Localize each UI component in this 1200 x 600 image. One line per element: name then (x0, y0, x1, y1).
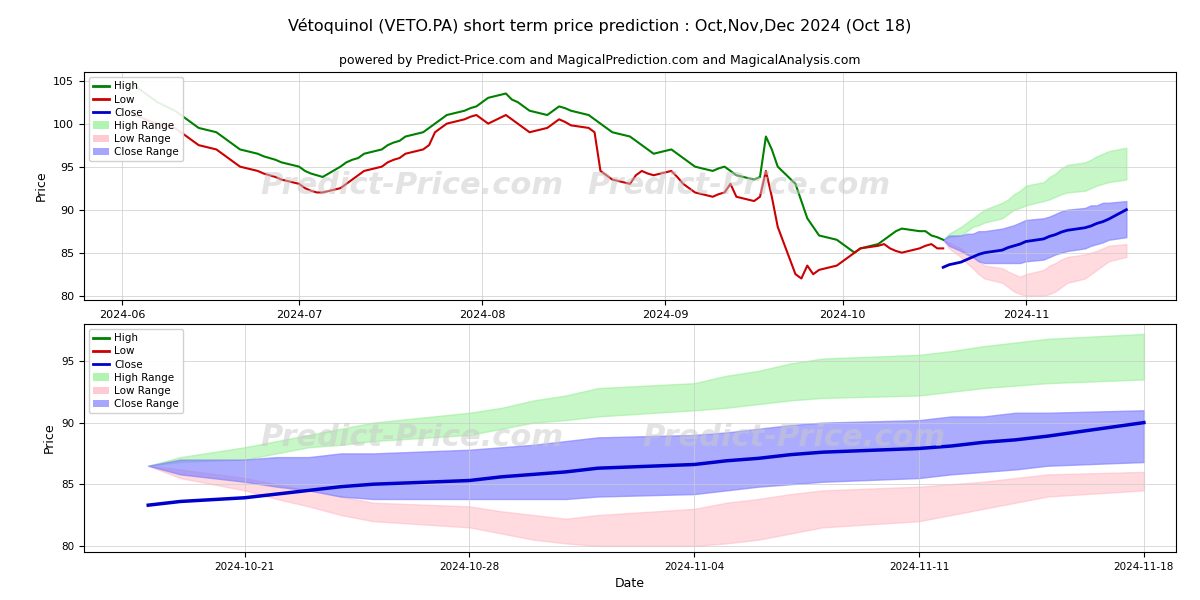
Text: Vétoquinol (VETO.PA) short term price prediction : Oct,Nov,Dec 2024 (Oct 18): Vétoquinol (VETO.PA) short term price pr… (288, 18, 912, 34)
Text: powered by Predict-Price.com and MagicalPrediction.com and MagicalAnalysis.com: powered by Predict-Price.com and Magical… (340, 54, 860, 67)
Text: Predict-Price.com: Predict-Price.com (588, 172, 890, 200)
Legend: High, Low, Close, High Range, Low Range, Close Range: High, Low, Close, High Range, Low Range,… (89, 329, 184, 413)
Y-axis label: Price: Price (42, 422, 55, 454)
X-axis label: Date: Date (616, 577, 646, 590)
Legend: High, Low, Close, High Range, Low Range, Close Range: High, Low, Close, High Range, Low Range,… (89, 77, 184, 161)
Text: Predict-Price.com: Predict-Price.com (642, 424, 946, 452)
Text: Predict-Price.com: Predict-Price.com (260, 424, 563, 452)
Text: Predict-Price.com: Predict-Price.com (260, 172, 563, 200)
Y-axis label: Price: Price (35, 170, 48, 202)
X-axis label: Date: Date (616, 325, 646, 338)
